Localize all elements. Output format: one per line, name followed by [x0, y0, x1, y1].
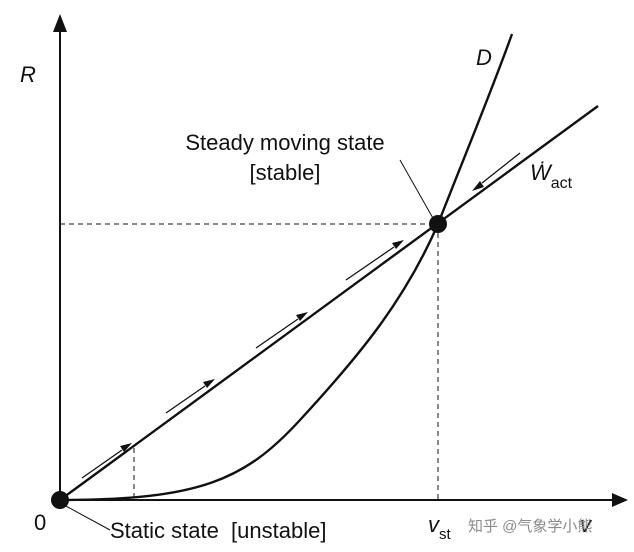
steady-leader-line	[399, 159, 435, 221]
w-act-subscript: act	[551, 175, 573, 192]
static-state-label: Static state [unstable]	[110, 518, 326, 543]
d-curve-label: D	[476, 45, 492, 70]
watermark: 知乎 @气象学小熊	[468, 518, 592, 535]
y-axis-arrowhead	[53, 14, 67, 32]
flow-arrow-2	[165, 379, 215, 414]
steady-state-point	[429, 215, 447, 233]
steady-state-title: Steady moving state	[185, 130, 384, 155]
x-axis-label: v	[580, 512, 593, 537]
flow-arrow-5	[472, 152, 521, 191]
static-state-point	[51, 491, 69, 509]
origin-label: 0	[34, 510, 46, 535]
v-st-subscript: st	[439, 526, 452, 543]
w-act-symbol: Ẇ	[530, 160, 553, 185]
w-act-label: Ẇact	[530, 160, 573, 192]
x-axis-arrowhead	[612, 493, 628, 507]
w-act-line	[59, 105, 599, 501]
steady-state-qualifier: [stable]	[250, 160, 321, 185]
flow-arrow-4	[345, 240, 404, 281]
static-leader-line	[63, 504, 111, 531]
flow-arrow-1	[81, 443, 132, 479]
v-st-symbol: v	[428, 512, 441, 537]
v-st-label: vst	[428, 512, 452, 543]
y-axis-label: R	[20, 62, 36, 87]
d-curve	[59, 33, 514, 502]
flow-arrow-3	[255, 312, 308, 349]
